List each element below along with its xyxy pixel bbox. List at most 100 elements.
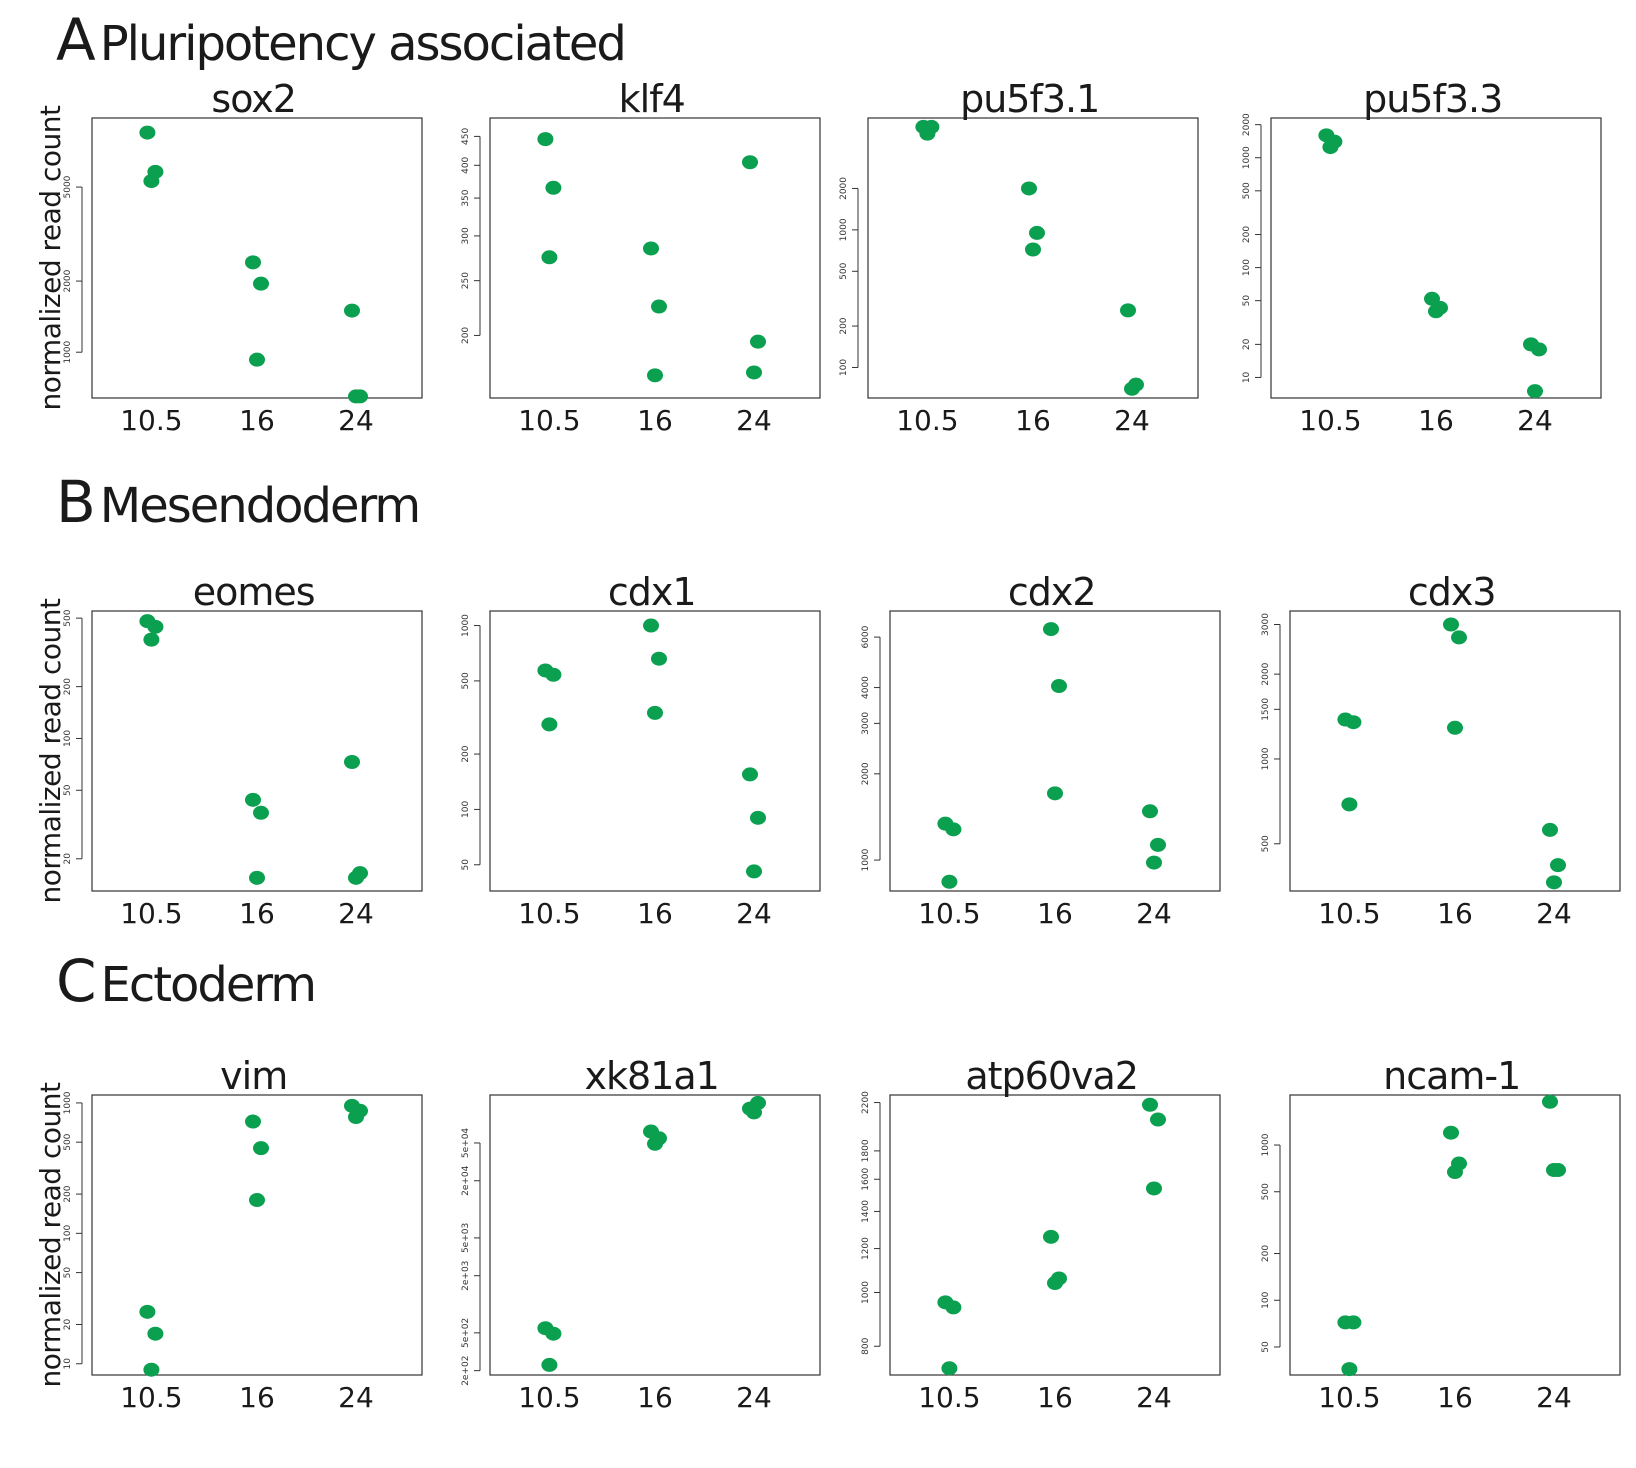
data-point [249, 870, 265, 885]
data-point [1542, 1094, 1558, 1109]
y-tick-label: 50 [1242, 295, 1252, 307]
x-tick-label: 10.5 [518, 1381, 580, 1414]
x-tick-label: 16 [637, 1381, 673, 1414]
y-tick-label: 100 [63, 730, 73, 747]
x-tick-label: 24 [1536, 1381, 1572, 1414]
data-point [1043, 1229, 1059, 1244]
data-point [647, 1136, 663, 1151]
y-tick-label: 200 [839, 317, 849, 334]
data-point [1341, 797, 1358, 812]
y-tick-label: 350 [461, 189, 471, 206]
data-point [945, 822, 962, 837]
y-tick-label: 20 [1242, 338, 1252, 350]
data-point [1142, 804, 1158, 819]
chart-title: klf4 [619, 77, 685, 121]
x-tick-label: 24 [338, 404, 374, 437]
y-tick-label: 2000 [63, 269, 73, 292]
y-axis-title-row-2: normalized read count [34, 598, 67, 903]
y-tick-label: 1000 [861, 848, 871, 871]
chart-panel-eomes: eomes 20 50 100 200 500 10.5 16 24 [63, 570, 423, 930]
x-tick-label: 10.5 [518, 404, 580, 437]
data-point [750, 334, 766, 349]
y-tick-label: 3000 [1261, 613, 1271, 636]
y-tick-label: 500 [63, 609, 73, 626]
chart-title: eomes [193, 570, 315, 614]
x-tick-label: 24 [338, 897, 374, 930]
y-tick-label: 200 [63, 678, 73, 695]
data-point [1527, 384, 1543, 399]
y-tick-label: 1000 [461, 614, 471, 637]
plot-frame [889, 610, 1221, 892]
y-tick-label: 1600 [861, 1168, 871, 1191]
data-point [545, 1326, 562, 1341]
x-tick-label: 24 [1517, 404, 1553, 437]
y-tick-label: 1000 [1261, 747, 1271, 770]
data-point [746, 365, 762, 380]
data-point [1051, 679, 1067, 694]
y-tick-label: 200 [461, 327, 471, 344]
y-tick-label: 2000 [861, 762, 871, 785]
data-point [541, 717, 558, 732]
y-tick-label: 2e+03 [461, 1261, 471, 1291]
x-tick-label: 16 [637, 404, 673, 437]
data-point [1025, 242, 1041, 257]
data-point [545, 180, 562, 195]
x-tick-label: 10.5 [518, 897, 580, 930]
data-point [541, 250, 558, 265]
y-tick-label: 5e+02 [461, 1318, 471, 1348]
data-point [1124, 381, 1140, 396]
section-b-letter: B [56, 468, 96, 536]
y-tick-label: 50 [63, 784, 73, 796]
data-point [1546, 875, 1562, 890]
y-tick-label: 1000 [839, 218, 849, 241]
x-tick-label: 10.5 [1318, 897, 1380, 930]
y-tick-label: 100 [1242, 259, 1252, 276]
chart-title: sox2 [211, 77, 296, 121]
y-tick-label: 100 [63, 1224, 73, 1241]
data-point [1146, 1181, 1162, 1196]
x-tick-label: 10.5 [918, 1381, 980, 1414]
y-tick-label: 1200 [861, 1237, 871, 1260]
y-tick-label: 10 [1242, 371, 1252, 383]
y-tick-label: 400 [461, 156, 471, 173]
section-c-title: Ectoderm [100, 957, 318, 1013]
data-point [143, 632, 160, 647]
y-tick-label: 5e+04 [461, 1128, 471, 1159]
y-tick-label: 6000 [861, 625, 871, 648]
data-point [919, 126, 936, 141]
x-tick-label: 10.5 [918, 897, 980, 930]
y-tick-label: 2e+04 [461, 1165, 471, 1196]
data-point [1150, 837, 1166, 852]
data-point [348, 389, 364, 404]
data-point [1550, 858, 1566, 873]
chart-title: vim [220, 1054, 287, 1098]
y-tick-label: 500 [63, 1133, 73, 1150]
x-tick-label: 16 [1037, 1381, 1073, 1414]
data-point [1047, 786, 1063, 801]
x-tick-label: 16 [239, 1381, 275, 1414]
y-tick-label: 250 [461, 272, 471, 289]
data-point [1531, 342, 1547, 357]
y-tick-label: 2000 [1261, 662, 1271, 685]
chart-panel-cdx1: cdx1 50 100 200 500 1000 10.5 16 24 [461, 570, 821, 930]
chart-panel-klf4: klf4 200 250 300 350 400 450 10.5 16 24 [461, 77, 821, 437]
x-tick-label: 16 [1418, 404, 1454, 437]
data-point [1341, 1362, 1358, 1377]
y-tick-label: 100 [461, 801, 471, 818]
data-point [143, 174, 160, 189]
x-tick-label: 10.5 [896, 404, 958, 437]
data-point [1150, 1112, 1166, 1127]
x-tick-label: 24 [736, 897, 772, 930]
x-tick-label: 24 [1536, 897, 1572, 930]
y-tick-label: 200 [461, 745, 471, 762]
y-tick-label: 5000 [63, 175, 73, 198]
data-point [245, 255, 261, 270]
data-point [1029, 225, 1045, 240]
x-tick-label: 16 [1037, 897, 1073, 930]
chart-panel-pu5f3-3: pu5f3.3 10 20 50 100 200 500 1000 2000 10.5 16 24 [1242, 77, 1602, 437]
y-tick-label: 1400 [861, 1200, 871, 1223]
x-tick-label: 10.5 [1299, 404, 1361, 437]
data-point [1546, 1163, 1562, 1178]
